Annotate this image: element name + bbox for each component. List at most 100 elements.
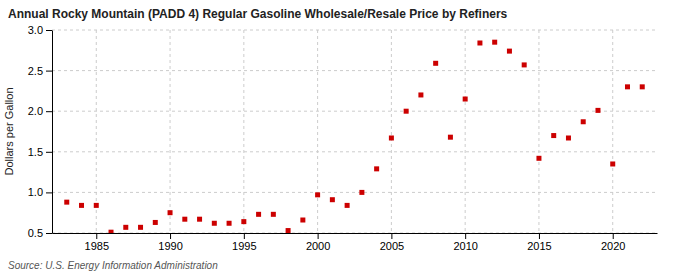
point — [418, 92, 423, 97]
point — [625, 84, 630, 89]
point — [123, 225, 128, 230]
point — [182, 217, 187, 222]
point — [271, 212, 276, 217]
y-axis-title: Dollars per Gallon — [3, 87, 15, 175]
x-tick-mark — [244, 233, 245, 239]
x-tick-label: 2020 — [601, 240, 625, 252]
point — [536, 156, 541, 161]
y-tick-label: 2.5 — [28, 65, 43, 77]
x-grid-line — [538, 30, 539, 233]
y-tick-label: 0.5 — [28, 227, 43, 239]
point — [433, 61, 438, 66]
y-grid-line — [52, 151, 657, 152]
y-tick-mark — [46, 111, 52, 112]
grid — [52, 30, 657, 233]
x-tick: 2020 — [601, 233, 625, 252]
x-tick-mark — [391, 233, 392, 239]
point — [330, 197, 335, 202]
x-tick: 1995 — [232, 233, 256, 252]
point — [300, 218, 305, 223]
x-tick: 2010 — [453, 233, 477, 252]
point — [286, 228, 291, 233]
point — [463, 97, 468, 102]
x-tick-mark — [539, 233, 540, 239]
point — [389, 135, 394, 140]
x-tick-label: 1995 — [232, 240, 256, 252]
x-tick-mark — [96, 233, 97, 239]
point — [374, 166, 379, 171]
x-tick: 2015 — [527, 233, 551, 252]
x-tick-label: 2010 — [453, 240, 477, 252]
x-grid-line — [170, 30, 171, 233]
y-tick-label: 3.0 — [28, 24, 43, 36]
x-grid-line — [612, 30, 613, 233]
point — [241, 219, 246, 224]
y-tick-label: 1.5 — [28, 146, 43, 158]
y-grid-line — [52, 233, 657, 234]
point — [359, 190, 364, 195]
x-tick: 2000 — [306, 233, 330, 252]
x-tick-label: 2015 — [527, 240, 551, 252]
point — [522, 62, 527, 67]
x-grid-line — [317, 30, 318, 233]
x-tick-mark — [465, 233, 466, 239]
points — [64, 40, 644, 233]
point — [227, 221, 232, 226]
point — [404, 109, 409, 114]
chart: 1985 1990 1995 2000 2005 2010 2015 2020 0.5 1.0 1.… — [0, 0, 675, 275]
y-tick-mark — [46, 71, 52, 72]
y-tick: 2.0 — [28, 105, 52, 117]
x-tick-label: 2000 — [306, 240, 330, 252]
y-tick-mark — [46, 30, 52, 31]
y-tick-label: 1.0 — [28, 186, 43, 198]
y-grid-line — [52, 192, 657, 193]
point — [507, 49, 512, 54]
x-tick-mark — [318, 233, 319, 239]
y-tick: 1.0 — [28, 186, 52, 198]
x-axis: 1985 1990 1995 2000 2005 2010 2015 2020 — [53, 233, 658, 252]
point — [197, 217, 202, 222]
x-tick-mark — [613, 233, 614, 239]
point — [94, 203, 99, 208]
y-tick-label: 2.0 — [28, 105, 43, 117]
y-grid-line — [52, 30, 657, 31]
point — [153, 220, 158, 225]
y-axis: 0.5 1.0 1.5 2.0 2.5 3.0 — [28, 24, 53, 239]
x-tick-label: 1985 — [85, 240, 109, 252]
plot: 1985 1990 1995 2000 2005 2010 2015 2020 0.5 1.0 1.… — [28, 24, 658, 252]
x-tick-mark — [170, 233, 171, 239]
y-grid-line — [52, 70, 657, 71]
point — [212, 221, 217, 226]
x-tick-label: 1990 — [158, 240, 182, 252]
title: Annual Rocky Mountain (PADD 4) Regular G… — [8, 7, 508, 21]
y-tick: 3.0 — [28, 24, 52, 36]
point — [168, 210, 173, 215]
x-grid-line — [96, 30, 97, 233]
point — [109, 230, 114, 233]
x-tick: 1985 — [85, 233, 109, 252]
point — [448, 135, 453, 140]
point — [256, 212, 261, 217]
source-note: Source: U.S. Energy Information Administ… — [8, 260, 218, 271]
point — [581, 119, 586, 124]
point — [551, 133, 556, 138]
point — [79, 203, 84, 208]
x-grid-line — [465, 30, 466, 233]
y-tick: 0.5 — [28, 227, 52, 239]
y-tick-mark — [46, 192, 52, 193]
point — [345, 203, 350, 208]
point — [64, 200, 69, 205]
y-tick-mark — [46, 152, 52, 153]
x-grid-line — [243, 30, 244, 233]
x-tick: 2005 — [380, 233, 404, 252]
point — [138, 225, 143, 230]
y-tick-mark — [46, 233, 52, 234]
y-tick: 1.5 — [28, 146, 52, 158]
x-tick-label: 2005 — [380, 240, 404, 252]
point — [566, 135, 571, 140]
x-axis-line — [53, 233, 658, 234]
x-tick: 1990 — [158, 233, 182, 252]
y-tick: 2.5 — [28, 65, 52, 77]
point — [315, 192, 320, 197]
x-grid-line — [391, 30, 392, 233]
